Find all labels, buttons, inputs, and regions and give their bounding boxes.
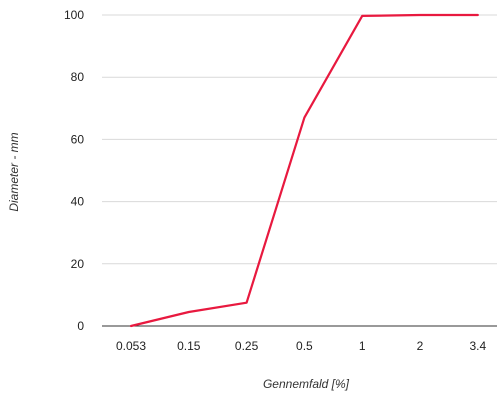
- x-tick-label-1: 1: [359, 339, 366, 353]
- x-tick-label-0.15: 0.15: [177, 339, 201, 353]
- x-tick-label-2: 2: [417, 339, 424, 353]
- y-tick-label-60: 60: [71, 132, 85, 146]
- y-tick-labels: 0 20 40 60 80 100: [64, 8, 84, 333]
- series-line-0: [129, 13, 479, 328]
- x-tick-label-3.4: 3.4: [469, 339, 486, 353]
- y-tick-label-0: 0: [77, 319, 84, 333]
- x-tick-label-0.053: 0.053: [116, 339, 146, 353]
- y-tick-label-100: 100: [64, 8, 84, 22]
- grid-layer: [102, 14, 497, 327]
- x-tick-label-0.25: 0.25: [235, 339, 259, 353]
- series-layer: [129, 13, 479, 328]
- y-tick-label-40: 40: [71, 195, 85, 209]
- x-tick-labels: 0.053 0.15 0.25 0.5 1 2 3.4: [116, 339, 486, 353]
- x-tick-label-0.5: 0.5: [296, 339, 313, 353]
- y-tick-label-20: 20: [71, 257, 85, 271]
- y-tick-label-80: 80: [71, 70, 85, 84]
- x-axis-title: Gennemfald [%]: [263, 377, 350, 391]
- y-axis-title: Diameter - mm: [7, 132, 21, 211]
